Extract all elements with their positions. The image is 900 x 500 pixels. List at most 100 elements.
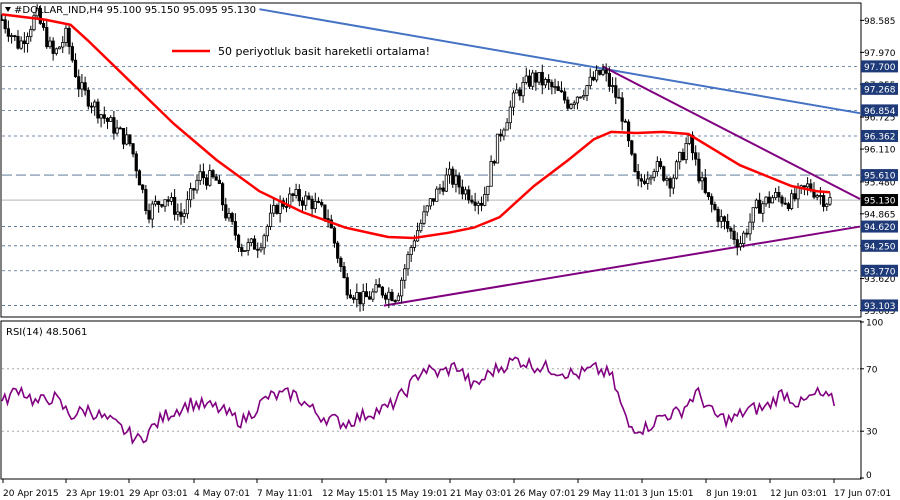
chart-menu-triangle-icon[interactable] xyxy=(5,7,11,12)
candle-body xyxy=(821,195,826,207)
candle-body xyxy=(89,105,94,108)
candle-body xyxy=(649,176,653,180)
candle-body xyxy=(572,102,576,105)
time-tick-label: 12 May 15:01 xyxy=(322,489,384,499)
candle-body xyxy=(54,48,58,54)
candle-body xyxy=(380,286,385,296)
candle-body xyxy=(623,120,627,123)
candle-body xyxy=(243,249,247,252)
chart-title: #DOLLAR_IND,H4 95.100 95.150 95.095 95.1… xyxy=(14,5,256,16)
candle-body xyxy=(786,203,791,209)
candle-body xyxy=(348,294,353,299)
candle-body xyxy=(729,227,733,232)
blue-trendline[interactable] xyxy=(259,8,861,115)
candle-body xyxy=(368,296,372,300)
time-tick-label: 12 Jun 03:01 xyxy=(770,489,827,499)
rsi-line xyxy=(1,356,836,445)
candle-body xyxy=(681,151,685,161)
candle-body xyxy=(518,89,522,97)
candle-body xyxy=(726,220,730,229)
time-tick-label: 20 Apr 2015 xyxy=(3,489,59,499)
candle-body xyxy=(428,198,432,207)
candle-body xyxy=(342,266,346,279)
candle-body xyxy=(543,79,548,86)
candle-body xyxy=(364,291,369,298)
candle-body xyxy=(486,185,490,195)
time-tick-label: 26 May 07:01 xyxy=(514,489,576,499)
candle-body xyxy=(684,143,688,161)
candle-body xyxy=(99,114,103,119)
candle-body xyxy=(374,284,378,293)
candle-body xyxy=(473,201,477,206)
candle-body xyxy=(9,35,14,38)
candle-body xyxy=(332,227,337,244)
candle-body xyxy=(610,85,615,87)
candle-body xyxy=(604,69,608,74)
price-level-tag-label: 96.362 xyxy=(864,132,896,142)
candle-body xyxy=(569,104,573,109)
candle-body xyxy=(204,177,209,186)
candle-body xyxy=(355,292,359,300)
price-level-tag-label: 93.103 xyxy=(864,302,896,312)
candle-body xyxy=(678,151,682,163)
price-level-tag xyxy=(861,169,898,182)
candles xyxy=(0,4,832,312)
candle-body xyxy=(390,291,394,302)
candle-body xyxy=(38,7,42,24)
candle-body xyxy=(515,89,519,94)
ma-line xyxy=(1,13,831,240)
time-tick-label: 7 May 11:01 xyxy=(257,489,313,499)
candle-body xyxy=(674,161,679,179)
candle-body xyxy=(41,23,46,28)
price-tick-label: 93.620 xyxy=(864,275,896,285)
candle-body xyxy=(313,200,317,210)
rsi-title: RSI(14) 48.5061 xyxy=(6,327,87,338)
candle-body xyxy=(29,29,33,38)
trendlines[interactable] xyxy=(259,8,861,307)
time-tick-label: 23 Apr 19:01 xyxy=(66,489,125,499)
price-tick-label: 93.005 xyxy=(864,307,896,317)
candle-body xyxy=(706,192,711,198)
price-level-tag-label: 95.610 xyxy=(864,172,896,182)
candle-body xyxy=(639,178,643,182)
purple-trendline[interactable] xyxy=(602,65,861,200)
candle-body xyxy=(479,202,484,206)
candle-body xyxy=(588,76,592,86)
candle-body xyxy=(208,170,212,186)
candle-body xyxy=(547,79,551,83)
candle-body xyxy=(553,86,557,89)
price-level-tag xyxy=(861,299,898,312)
candle-body xyxy=(173,197,177,215)
candle-body xyxy=(422,211,426,224)
rsi-tick-label: 100 xyxy=(866,319,883,329)
candle-body xyxy=(751,207,755,223)
candle-body xyxy=(598,69,602,75)
candle-body xyxy=(51,40,55,54)
candle-body xyxy=(384,294,388,300)
candle-body xyxy=(556,86,560,91)
purple-trendline[interactable] xyxy=(383,225,861,307)
candle-body xyxy=(25,36,30,45)
candle-body xyxy=(185,199,190,215)
price-level-tag-label: 97.700 xyxy=(864,63,896,73)
candle-body xyxy=(454,175,458,185)
candle-body xyxy=(467,189,471,201)
candle-body xyxy=(147,210,151,220)
candle-body xyxy=(153,201,158,205)
candle-body xyxy=(662,166,666,181)
candle-body xyxy=(64,27,68,43)
candle-body xyxy=(419,222,423,232)
candle-body xyxy=(579,96,583,99)
candle-body xyxy=(336,242,340,259)
candle-body xyxy=(559,90,564,93)
candle-body xyxy=(537,72,541,83)
price-level-tag xyxy=(861,60,898,73)
candle-body xyxy=(614,85,618,98)
candle-body xyxy=(176,211,180,215)
candle-body xyxy=(582,95,586,98)
candle-body xyxy=(767,196,771,204)
rsi-axis: 100 70 30 0 xyxy=(860,319,883,481)
candle-body xyxy=(105,117,110,122)
candle-body xyxy=(671,177,675,189)
